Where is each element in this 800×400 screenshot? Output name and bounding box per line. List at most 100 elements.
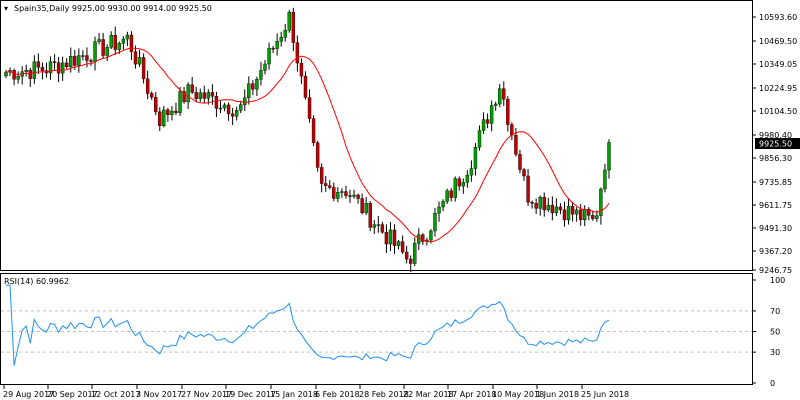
moving-average-line xyxy=(5,47,610,243)
candle-body xyxy=(473,147,478,169)
candle-body xyxy=(421,234,425,242)
candle-body xyxy=(303,75,308,98)
candle-body xyxy=(324,183,328,186)
candle-body xyxy=(141,57,146,80)
time-tick-label: 1 Jun 2018 xyxy=(536,390,579,399)
price-tick-label: 10224.95 xyxy=(759,84,797,93)
candle-body xyxy=(485,119,490,124)
candle-body xyxy=(251,83,255,90)
candle-body xyxy=(295,42,300,64)
candle-body xyxy=(291,11,296,43)
rsi-tick-label: 0 xyxy=(770,379,775,388)
candle-body xyxy=(69,56,73,68)
candle-body xyxy=(400,241,405,253)
candle-body xyxy=(364,202,368,214)
candle-body xyxy=(340,191,344,193)
candle-body xyxy=(514,134,518,155)
candle-body xyxy=(538,196,542,209)
rsi-line xyxy=(6,284,610,366)
candle-body xyxy=(356,194,360,199)
candle-body xyxy=(283,29,287,38)
rsi-tick-label: 50 xyxy=(770,328,780,337)
candle-body xyxy=(510,124,514,136)
candle-body xyxy=(81,55,85,57)
candle-body xyxy=(137,57,142,65)
rsi-tick-label: 100 xyxy=(770,276,785,285)
candle-body xyxy=(433,213,437,232)
candle-body xyxy=(546,204,550,211)
candle-body xyxy=(65,62,69,68)
candle-body xyxy=(279,37,283,42)
candle-body xyxy=(311,118,316,143)
symbol-header: Spain35,Daily 9925.00 9930.00 9914.00 99… xyxy=(14,4,212,13)
price-tick-label: 9856.30 xyxy=(759,154,792,163)
candle-body xyxy=(93,41,97,62)
candle-body xyxy=(408,258,413,264)
candle-body xyxy=(429,230,433,241)
candle-body xyxy=(441,201,445,208)
candle-body xyxy=(40,67,45,71)
rsi-y-axis: 100 70 50 30 0 xyxy=(1,276,785,388)
candle-body xyxy=(267,47,271,65)
candle-body xyxy=(534,203,538,209)
candle-body xyxy=(218,107,223,110)
candle-body xyxy=(457,178,461,187)
time-tick-label: 28 Feb 2018 xyxy=(359,390,409,399)
candle-body xyxy=(603,169,607,190)
candle-body xyxy=(48,61,53,74)
price-tick-label: 9980.40 xyxy=(759,131,792,140)
candle-body xyxy=(566,205,571,221)
rsi-tick-label: 70 xyxy=(770,307,780,316)
dropdown-triangle-icon[interactable]: ▾ xyxy=(4,4,8,13)
candle-body xyxy=(380,224,385,233)
candle-body xyxy=(578,209,583,221)
candle-body xyxy=(348,195,352,197)
candle-body xyxy=(158,111,162,126)
candle-body xyxy=(344,191,348,196)
candle-body xyxy=(307,97,312,119)
time-tick-label: 6 Feb 2018 xyxy=(315,390,360,399)
candle-body xyxy=(255,79,259,90)
candle-body xyxy=(194,92,198,99)
current-price-tag xyxy=(755,138,800,149)
candle-body xyxy=(24,69,28,72)
candle-body xyxy=(129,34,134,52)
candle-body xyxy=(562,209,567,221)
candle-body xyxy=(502,88,506,100)
price-tick-label: 10593.60 xyxy=(759,13,797,22)
candle-body xyxy=(522,169,526,177)
candle-body xyxy=(449,190,453,198)
time-tick-label: 17 Apr 2018 xyxy=(447,390,496,399)
candle-body xyxy=(388,229,393,245)
candle-body xyxy=(287,11,291,31)
candle-body xyxy=(506,98,510,125)
price-tick-label: 10104.50 xyxy=(759,107,797,116)
candle-body xyxy=(591,215,595,219)
rsi-label: RSI(14) 60.9962 xyxy=(4,277,69,286)
time-tick-label: 12 Oct 2017 xyxy=(91,390,140,399)
candle-body xyxy=(352,194,356,197)
candle-body xyxy=(149,93,154,98)
candle-body xyxy=(376,224,381,226)
candle-body xyxy=(178,91,182,113)
candle-body xyxy=(360,198,364,214)
candle-body xyxy=(319,167,324,184)
candle-body xyxy=(121,38,126,44)
price-tick-label: 9735.85 xyxy=(759,178,792,187)
candle-body xyxy=(461,182,466,187)
candle-body xyxy=(275,40,279,49)
candle-body xyxy=(554,206,559,214)
candle-body xyxy=(12,70,16,80)
candle-body xyxy=(85,55,89,61)
candle-body xyxy=(445,190,449,202)
price-tick-label: 10349.05 xyxy=(759,60,797,69)
candle-body xyxy=(477,130,482,148)
candle-body xyxy=(174,110,178,113)
price-tick-label: 9367.20 xyxy=(759,247,792,256)
candle-body xyxy=(36,61,41,68)
candle-body xyxy=(489,105,494,124)
candle-body xyxy=(226,104,231,115)
candle-body xyxy=(542,196,546,211)
candle-body xyxy=(384,231,389,245)
